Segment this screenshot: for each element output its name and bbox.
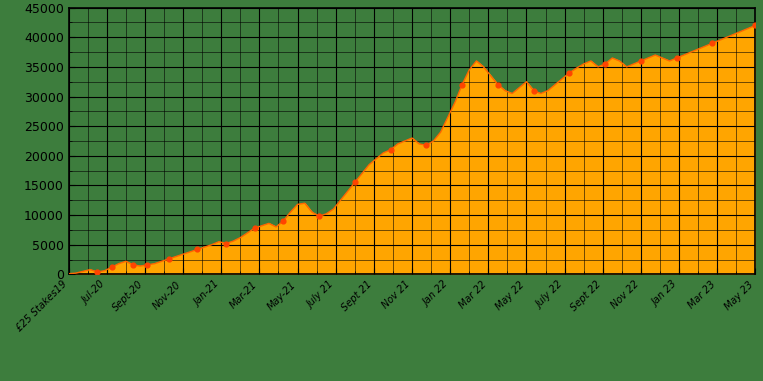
Point [349, 179, 361, 186]
Point [420, 142, 433, 148]
Point [749, 22, 761, 29]
Point [277, 218, 289, 224]
Point [127, 262, 139, 268]
Point [707, 40, 719, 46]
Point [599, 61, 611, 67]
Point [192, 247, 204, 253]
Point [220, 240, 232, 247]
Point [313, 213, 325, 219]
Point [635, 58, 647, 64]
Point [105, 264, 118, 270]
Point [385, 147, 397, 153]
Point [249, 225, 261, 231]
Point [456, 82, 468, 88]
Point [527, 88, 539, 94]
Point [563, 70, 575, 76]
Point [492, 82, 504, 88]
Point [671, 55, 683, 61]
Point [92, 269, 104, 275]
Point [141, 262, 153, 268]
Point [163, 256, 175, 262]
